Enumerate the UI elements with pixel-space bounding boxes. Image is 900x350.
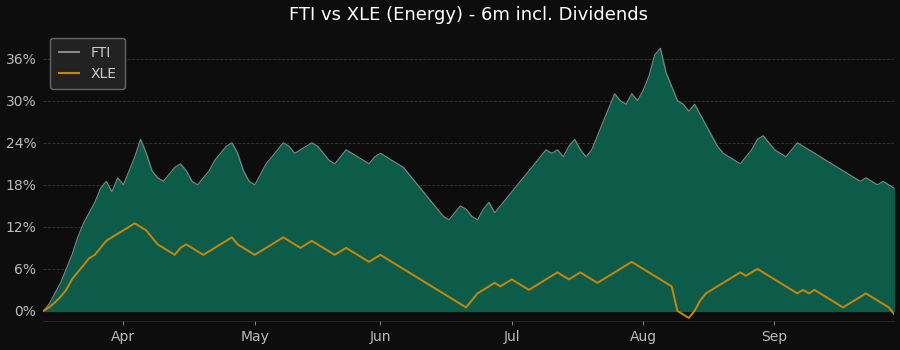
Title: FTI vs XLE (Energy) - 6m incl. Dividends: FTI vs XLE (Energy) - 6m incl. Dividends [290, 6, 648, 23]
Legend: FTI, XLE: FTI, XLE [50, 37, 125, 89]
